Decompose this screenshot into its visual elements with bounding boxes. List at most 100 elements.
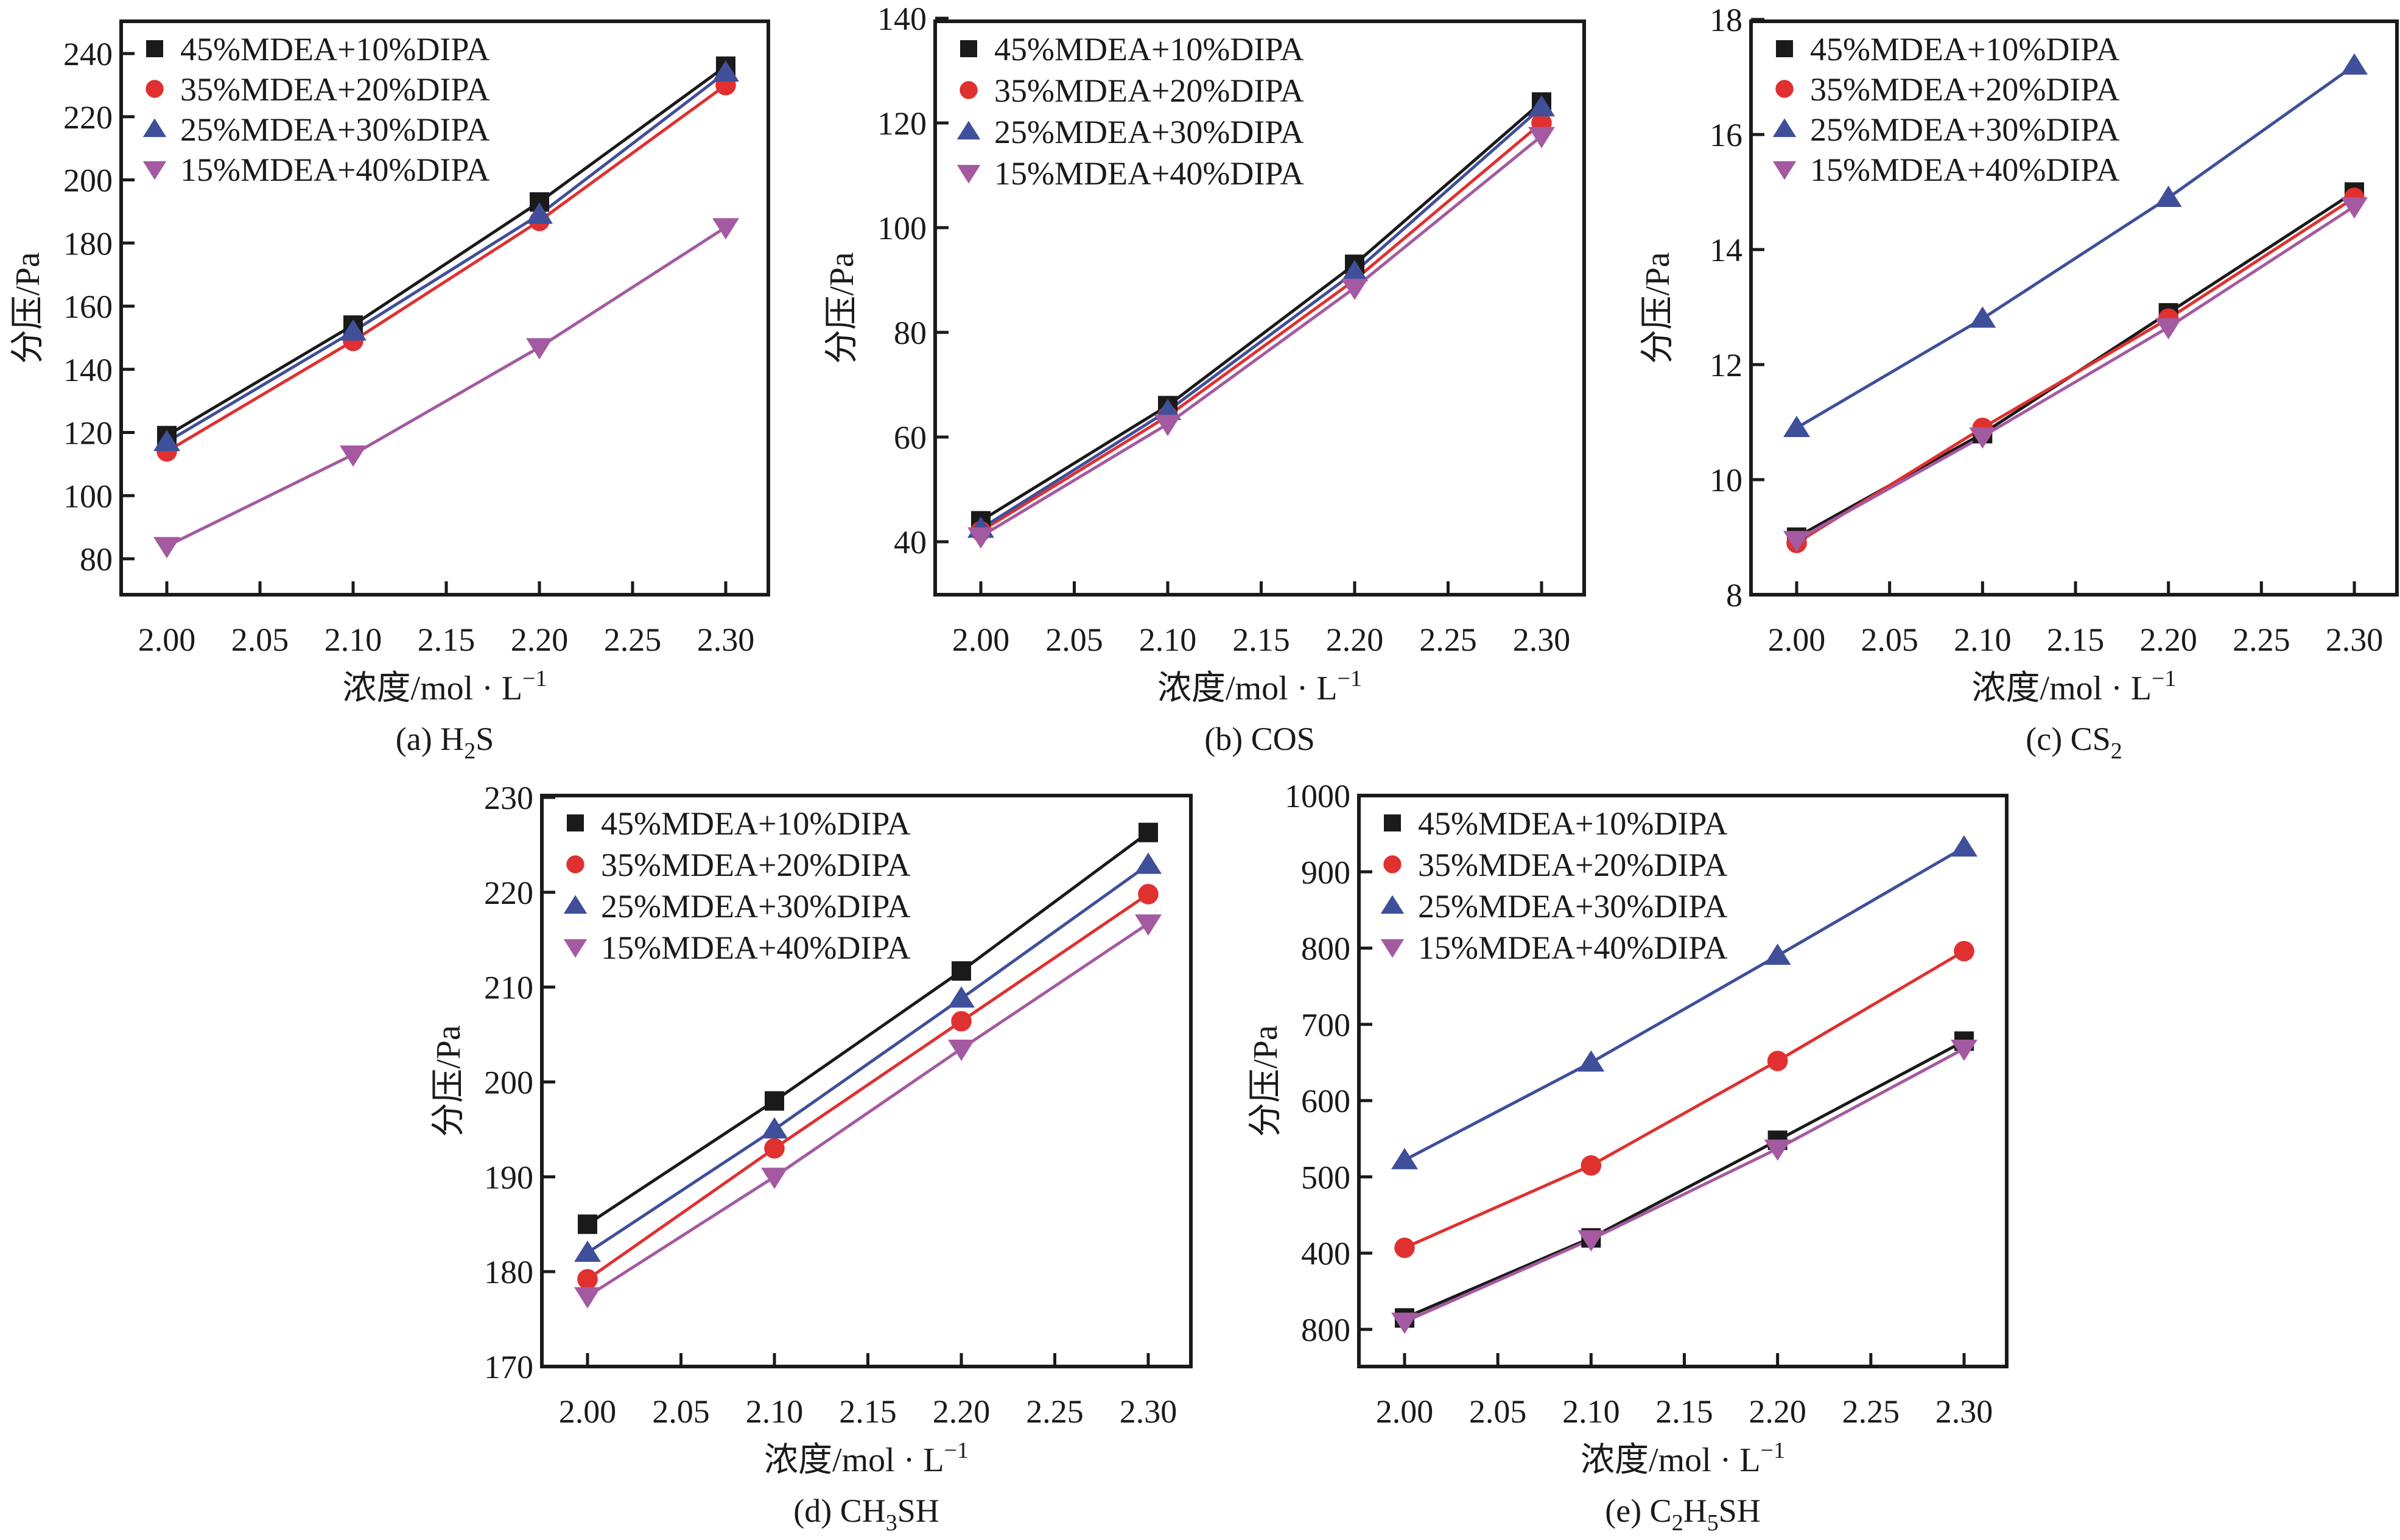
y-tick-label: 700	[1301, 1007, 1350, 1043]
series-line-1	[1404, 1040, 1965, 1320]
x-tick-label: 2.25	[1026, 1393, 1084, 1430]
data-point	[764, 1138, 785, 1159]
legend-marker	[563, 939, 588, 958]
x-tick-label: 2.20	[933, 1393, 991, 1430]
data-point	[761, 1117, 788, 1139]
data-point	[712, 218, 739, 240]
legend-marker	[956, 121, 981, 140]
x-tick-label: 2.10	[325, 621, 382, 658]
y-tick-label: 60	[894, 419, 927, 456]
legend-marker	[956, 164, 981, 184]
y-tick-label: 12	[1710, 347, 1742, 383]
data-point	[574, 1287, 601, 1309]
y-tick-label: 180	[484, 1254, 533, 1290]
legend-entry: 35%MDEA+20%DIPA	[1418, 847, 1727, 883]
y-tick-label: 120	[877, 105, 927, 142]
y-axis-title: 分压/Pa	[430, 1025, 468, 1137]
y-tick-label: 100	[63, 478, 113, 514]
legend-entry: 45%MDEA+10%DIPA	[994, 31, 1304, 68]
legend-entry: 35%MDEA+20%DIPA	[1810, 71, 2119, 108]
series-line-1	[166, 65, 727, 437]
y-tick-label: 900	[1301, 854, 1350, 891]
data-point	[1969, 306, 1996, 328]
x-tick-label: 2.20	[1326, 621, 1384, 658]
x-tick-label: 2.10	[1562, 1393, 1620, 1430]
legend-entry: 35%MDEA+20%DIPA	[180, 71, 489, 108]
x-tick-label: 2.20	[1749, 1393, 1806, 1430]
data-point	[153, 430, 180, 452]
legend-entry: 35%MDEA+20%DIPA	[994, 72, 1304, 109]
y-tick-label: 40	[894, 524, 927, 561]
legend-marker	[567, 814, 584, 831]
legend-marker	[563, 895, 588, 914]
x-tick-label: 2.00	[1376, 1393, 1434, 1430]
legend-entry: 15%MDEA+40%DIPA	[601, 929, 910, 966]
series-line-2	[1795, 196, 2356, 545]
x-tick-label: 2.05	[1045, 621, 1103, 658]
data-point	[761, 1167, 788, 1189]
data-point	[1969, 427, 1996, 449]
legend-marker	[1772, 161, 1797, 180]
x-tick-label: 2.00	[559, 1393, 617, 1430]
legend-entry: 45%MDEA+10%DIPA	[601, 805, 910, 842]
x-tick-label: 2.30	[1935, 1393, 1993, 1430]
data-point	[948, 986, 975, 1008]
data-point	[574, 1241, 601, 1262]
series-line-1	[1795, 191, 2356, 539]
data-point	[1954, 940, 1974, 962]
y-tick-label: 16	[1710, 117, 1742, 153]
data-point	[1391, 1147, 1418, 1169]
x-tick-label: 2.25	[604, 621, 662, 658]
legend-entry: 25%MDEA+30%DIPA	[180, 111, 489, 148]
y-tick-label: 10	[1710, 462, 1742, 499]
legend-entry: 15%MDEA+40%DIPA	[1418, 929, 1727, 966]
data-point	[2155, 318, 2182, 340]
series-line-2	[980, 122, 1543, 533]
legend-marker	[960, 81, 978, 99]
data-point	[1767, 1051, 1788, 1071]
y-axis-title: 分压/Pa	[1639, 252, 1677, 364]
y-tick-label: 200	[63, 163, 113, 199]
x-tick-label: 2.25	[2233, 621, 2290, 658]
legend-entry: 15%MDEA+40%DIPA	[994, 155, 1304, 192]
panel-caption: (d) CH3SH	[793, 1493, 939, 1536]
legend-marker	[146, 40, 163, 57]
legend-entry: 25%MDEA+30%DIPA	[1418, 888, 1727, 925]
y-tick-label: 220	[63, 99, 113, 136]
y-tick-label: 240	[63, 36, 113, 72]
y-tick-label: 170	[484, 1349, 533, 1385]
x-tick-label: 2.20	[511, 621, 569, 658]
data-point	[712, 60, 739, 82]
x-tick-label: 2.25	[1842, 1393, 1900, 1430]
x-tick-label: 2.20	[2139, 621, 2197, 658]
x-tick-label: 2.10	[1139, 621, 1197, 658]
x-tick-label: 2.25	[1419, 621, 1477, 658]
y-tick-label: 14	[1710, 232, 1742, 268]
x-tick-label: 2.10	[746, 1393, 804, 1430]
y-tick-label: 220	[484, 875, 533, 911]
chart-panel-c2h5sh: 2.00 2.05 2.10 2.15 2.20 2.25 2.30 800 400 500 600…	[1247, 778, 2009, 1536]
data-point	[1577, 1050, 1605, 1072]
data-point	[1341, 260, 1368, 282]
legend-entry: 25%MDEA+30%DIPA	[994, 114, 1304, 150]
x-tick-label: 2.05	[1861, 621, 1918, 658]
data-point	[2341, 197, 2368, 219]
data-point	[2155, 185, 2182, 207]
x-tick-label: 2.30	[697, 621, 755, 658]
data-point	[1391, 1312, 1418, 1334]
x-axis-title: 浓度/mol · L−1	[764, 1438, 969, 1479]
y-axis-title: 分压/Pa	[1247, 1025, 1285, 1137]
data-point	[948, 1039, 975, 1061]
data-point	[1341, 278, 1368, 300]
legend-marker	[142, 118, 167, 138]
y-tick-label: 230	[484, 780, 533, 816]
legend-entry: 45%MDEA+10%DIPA	[180, 31, 489, 68]
data-point	[1528, 95, 1555, 117]
x-tick-label: 2.05	[1469, 1393, 1527, 1430]
series-line-3	[1403, 846, 1965, 1162]
y-tick-label: 180	[63, 225, 113, 262]
data-point	[967, 527, 994, 549]
x-axis-title: 浓度/mol · L−1	[343, 666, 547, 707]
y-tick-label: 18	[1710, 2, 1742, 38]
chart-panel-cs2: 2.00 2.05 2.10 2.15 2.20 2.25 2.30 8 10 12 14 16 18 分…	[1639, 2, 2399, 764]
